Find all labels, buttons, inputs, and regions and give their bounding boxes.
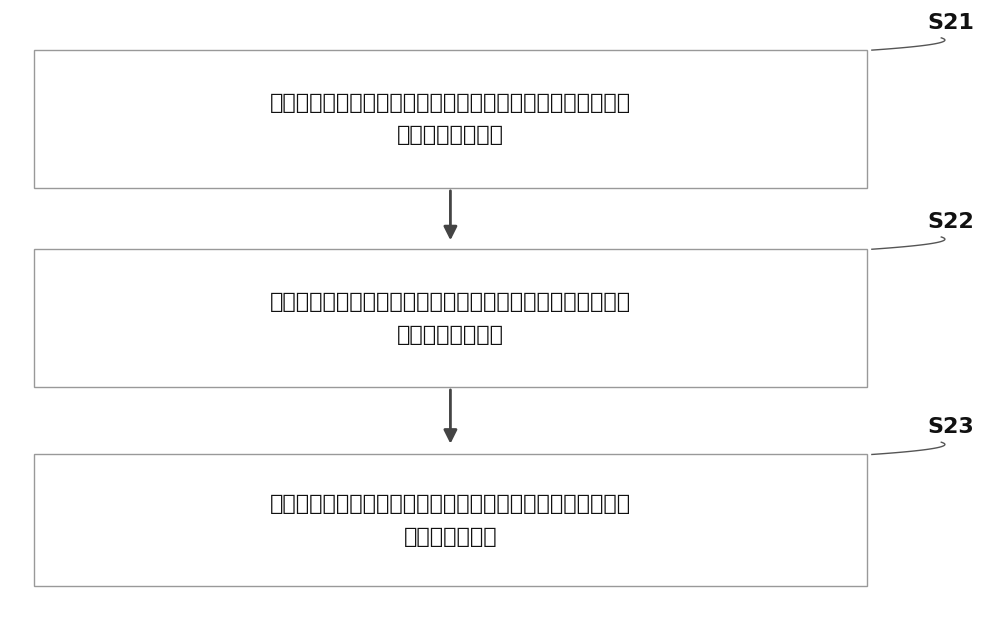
Text: 将形成所述发光单元的第二基板和形成所述光感测单元的第一
基板对齐并贴合: 将形成所述发光单元的第二基板和形成所述光感测单元的第一 基板对齐并贴合	[270, 494, 631, 546]
Text: 在第一基板上形成所述光感测单元，且所述光感测单元的光感
应面朝向第二基板: 在第一基板上形成所述光感测单元，且所述光感测单元的光感 应面朝向第二基板	[270, 292, 631, 345]
FancyBboxPatch shape	[34, 249, 867, 387]
FancyBboxPatch shape	[34, 50, 867, 188]
FancyBboxPatch shape	[34, 455, 867, 586]
Text: 在第二基板上形成所述发光单元，且所述发光单元的光射出侧
远离所述第一基板: 在第二基板上形成所述发光单元，且所述发光单元的光射出侧 远离所述第一基板	[270, 93, 631, 145]
Text: S22: S22	[928, 212, 975, 232]
Text: S23: S23	[928, 417, 975, 437]
Text: S21: S21	[928, 12, 975, 32]
